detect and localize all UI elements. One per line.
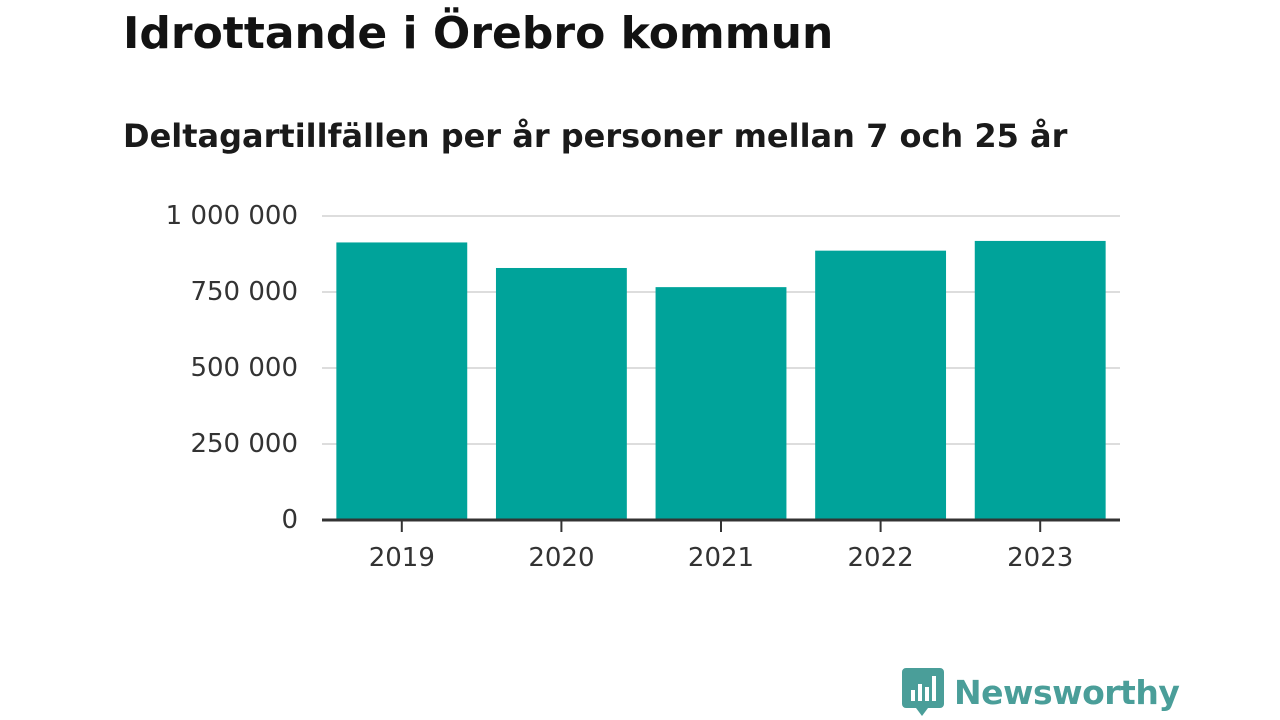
bar <box>495 267 627 520</box>
tick-labels: 0 250 000 500 000 750 000 1 000 000 2019 2020 2… <box>166 201 1074 573</box>
y-tick-label: 250 000 <box>190 429 298 459</box>
bar <box>336 242 468 520</box>
x-tick-label: 2019 <box>369 543 435 573</box>
y-tick-label: 1 000 000 <box>166 201 298 231</box>
bar <box>974 240 1106 521</box>
chart-subtitle: Deltagartillfällen per år personer mella… <box>123 117 1068 155</box>
chart-title: Idrottande i Örebro kommun <box>123 8 834 59</box>
newsworthy-logo-icon <box>902 668 944 716</box>
y-tick-label: 500 000 <box>190 353 298 383</box>
x-tick-label: 2021 <box>688 543 754 573</box>
x-tick-label: 2020 <box>528 543 594 573</box>
bar <box>655 287 787 520</box>
bar-chart: 0 250 000 500 000 750 000 1 000 000 2019 2020 2… <box>166 201 1120 573</box>
brand-name: Newsworthy <box>954 673 1180 712</box>
y-tick-label: 0 <box>281 505 298 535</box>
x-axis <box>322 518 1120 532</box>
brand-logo: Newsworthy <box>902 668 1180 718</box>
x-tick-label: 2023 <box>1007 543 1073 573</box>
bars <box>336 240 1106 521</box>
y-tick-label: 750 000 <box>190 277 298 307</box>
x-tick-label: 2022 <box>848 543 914 573</box>
bar <box>815 250 947 520</box>
